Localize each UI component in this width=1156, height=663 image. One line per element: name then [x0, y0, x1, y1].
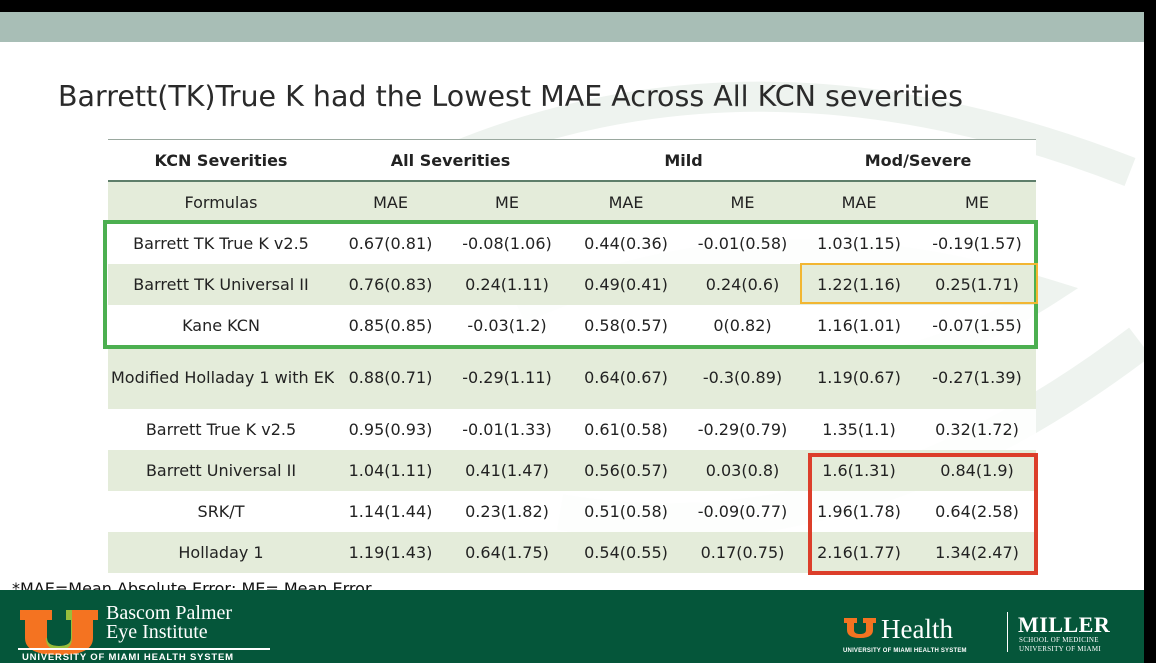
formula-name: Barrett TK Universal II: [108, 264, 334, 305]
highlight-box-red: [808, 453, 1038, 575]
table-cell: 0.24(1.11): [447, 264, 567, 305]
table-cell: -0.07(1.55): [918, 305, 1037, 346]
table-cell: 1.96(1.78): [800, 491, 918, 532]
subheader-metric: ME: [447, 181, 567, 223]
bpei-name-line1: Bascom Palmer: [106, 602, 233, 624]
table-cell: -0.03(1.2): [447, 305, 567, 346]
table-cell: 0.51(0.58): [567, 491, 685, 532]
table-cell: -0.09(0.77): [685, 491, 800, 532]
table-cell: 0.32(1.72): [918, 409, 1037, 450]
table-cell: -0.27(1.39): [918, 346, 1037, 409]
table-row: Kane KCN 0.85(0.85) -0.03(1.2) 0.58(0.57…: [108, 305, 1037, 346]
subheader-metric: MAE: [800, 181, 918, 223]
table-cell: 0.88(0.71): [334, 346, 447, 409]
university-u-logo: [20, 610, 98, 655]
table-row: Barrett Universal II 1.04(1.11) 0.41(1.4…: [108, 450, 1037, 491]
miller-wordmark: MILLER: [1018, 612, 1111, 637]
subheader-metric: MAE: [334, 181, 447, 223]
table-cell: 0.03(0.8): [685, 450, 800, 491]
table-cell: 1.16(1.01): [800, 305, 918, 346]
table-cell: 1.03(1.15): [800, 223, 918, 264]
table-cell: -0.29(0.79): [685, 409, 800, 450]
uhealth-wordmark: Health: [881, 614, 953, 644]
table-cell: 0.95(0.93): [334, 409, 447, 450]
uhealth-subtitle: UNIVERSITY OF MIAMI HEALTH SYSTEM: [843, 648, 967, 654]
formula-name: Modified Holladay 1 with EKR: [108, 346, 334, 409]
miller-subtitle-university: UNIVERSITY OF MIAMI: [1019, 645, 1102, 653]
table-row: Holladay 1 1.19(1.43) 0.64(1.75) 0.54(0.…: [108, 532, 1037, 573]
formula-name: Barrett TK True K v2.5: [108, 223, 334, 264]
formula-name: Barrett True K v2.5: [108, 409, 334, 450]
table-cell: 1.19(0.67): [800, 346, 918, 409]
table-cell: 0.24(0.6): [685, 264, 800, 305]
header-mild: Mild: [567, 139, 800, 182]
formula-comparison-table: KCN Severities All Severities Mild Mod/S…: [108, 139, 1037, 573]
table-cell: -0.08(1.06): [447, 223, 567, 264]
table-cell: 2.16(1.77): [800, 532, 918, 573]
highlight-box-yellow: [800, 263, 1038, 304]
table-cell: 0.41(1.47): [447, 450, 567, 491]
uhealth-logo: Health UNIVERSITY OF MIAMI HEALTH SYSTEM: [843, 614, 998, 660]
miller-subtitle-school: SCHOOL OF MEDICINE: [1019, 636, 1099, 644]
table-cell: 0.67(0.81): [334, 223, 447, 264]
table-cell: 1.14(1.44): [334, 491, 447, 532]
table-cell: 0.54(0.55): [567, 532, 685, 573]
table-header-row: KCN Severities All Severities Mild Mod/S…: [108, 139, 1037, 182]
table-row: SRK/T 1.14(1.44) 0.23(1.82) 0.51(0.58) -…: [108, 491, 1037, 532]
slide: Barrett(TK)True K had the Lowest MAE Acr…: [0, 12, 1144, 663]
table-row: Barrett TK Universal II 0.76(0.83) 0.24(…: [108, 264, 1037, 305]
table-cell: 1.34(2.47): [918, 532, 1037, 573]
table-cell: 0.64(0.67): [567, 346, 685, 409]
formula-name: Kane KCN: [108, 305, 334, 346]
table-cell: -0.3(0.89): [685, 346, 800, 409]
table-cell: 0.64(1.75): [447, 532, 567, 573]
subheader-metric: ME: [918, 181, 1037, 223]
table-cell: -0.01(1.33): [447, 409, 567, 450]
table-cell: -0.29(1.11): [447, 346, 567, 409]
formula-name: SRK/T: [108, 491, 334, 532]
bpei-health-system: UNIVERSITY OF MIAMI HEALTH SYSTEM: [22, 652, 234, 663]
table-subheader-row: Formulas MAE ME MAE ME MAE ME: [108, 181, 1037, 223]
table-row: Modified Holladay 1 with EKR 0.88(0.71) …: [108, 346, 1037, 409]
table-cell: 0.56(0.57): [567, 450, 685, 491]
bpei-name: Bascom Palmer Eye Institute: [106, 602, 233, 643]
table-cell: 1.35(1.1): [800, 409, 918, 450]
table-cell: 0.64(2.58): [918, 491, 1037, 532]
formula-name: Holladay 1: [108, 532, 334, 573]
subheader-metric: MAE: [567, 181, 685, 223]
header-mod-severe: Mod/Severe: [800, 139, 1037, 182]
bpei-divider: [18, 648, 270, 650]
footer-band: Bascom Palmer Eye Institute UNIVERSITY O…: [0, 590, 1144, 663]
header-kcn-severities: KCN Severities: [108, 139, 334, 182]
table-cell: 0.58(0.57): [567, 305, 685, 346]
table-cell: 0.17(0.75): [685, 532, 800, 573]
header-all-severities: All Severities: [334, 139, 567, 182]
table-cell: 1.04(1.11): [334, 450, 447, 491]
table-cell: 0.76(0.83): [334, 264, 447, 305]
subheader-metric: ME: [685, 181, 800, 223]
subheader-formulas: Formulas: [108, 181, 334, 223]
table-cell: 0.25(1.71): [918, 264, 1037, 305]
miller-logo: MILLER SCHOOL OF MEDICINE UNIVERSITY OF …: [1018, 612, 1128, 658]
table-cell: -0.19(1.57): [918, 223, 1037, 264]
bpei-name-line2: Eye Institute: [106, 621, 208, 643]
table-cell: 1.19(1.43): [334, 532, 447, 573]
table-cell: 1.22(1.16): [800, 264, 918, 305]
table-cell: 0(0.82): [685, 305, 800, 346]
table-cell: 0.23(1.82): [447, 491, 567, 532]
slide-top-band: [0, 12, 1144, 42]
uhealth-u-icon: [844, 618, 876, 638]
table-row: Barrett TK True K v2.5 0.67(0.81) -0.08(…: [108, 223, 1037, 264]
table-cell: 0.61(0.58): [567, 409, 685, 450]
logo-divider: [1007, 612, 1008, 652]
table-cell: -0.01(0.58): [685, 223, 800, 264]
table-row: Barrett True K v2.5 0.95(0.93) -0.01(1.3…: [108, 409, 1037, 450]
table-cell: 0.44(0.36): [567, 223, 685, 264]
slide-title: Barrett(TK)True K had the Lowest MAE Acr…: [58, 80, 963, 113]
formula-name: Barrett Universal II: [108, 450, 334, 491]
table-cell: 0.49(0.41): [567, 264, 685, 305]
table-cell: 0.85(0.85): [334, 305, 447, 346]
